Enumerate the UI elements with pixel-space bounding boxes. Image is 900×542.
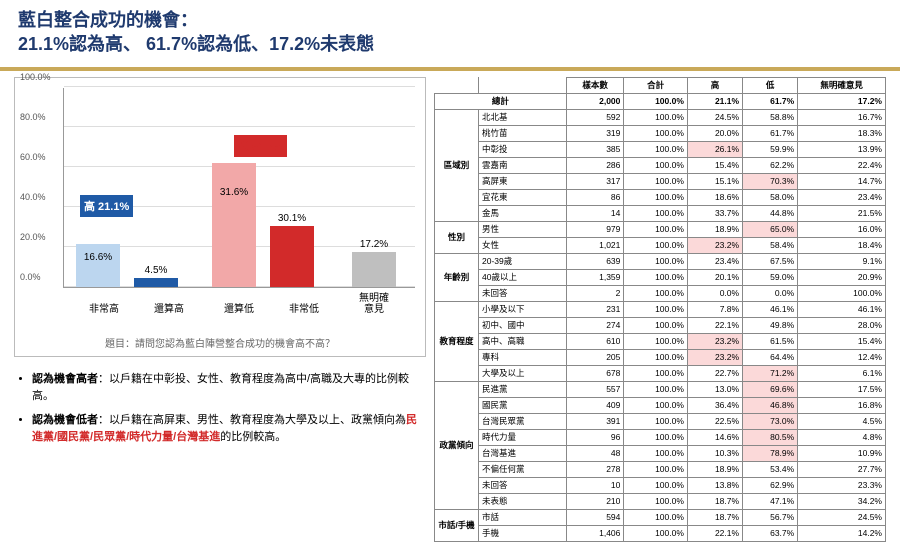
title-line-2: 21.1%認為高、 61.7%認為低、17.2%未表態: [18, 32, 882, 56]
note-low: 認為機會低者：以戶籍在高屏東、男性、教育程度為大學及以上、政黨傾向為民進黨/國民…: [32, 412, 426, 447]
chart-question: 題目：請問您認為藍白陣營整合成功的機會高不高？: [15, 335, 425, 350]
title-block: 藍白整合成功的機會： 21.1%認為高、 61.7%認為低、17.2%未表態: [0, 0, 900, 63]
bar-chart: 0.0%20.0%40.0%60.0%80.0%100.0%4.5%16.6%3…: [14, 77, 426, 357]
crosstab-table: 樣本數合計高低無明確意見總計2,000100.0%21.1%61.7%17.2%…: [434, 77, 886, 542]
notes-list: 認為機會高者：以戶籍在中彰投、女性、教育程度為高中/高職及大專的比例較高。 認為…: [14, 371, 426, 447]
note-high: 認為機會高者：以戶籍在中彰投、女性、教育程度為高中/高職及大專的比例較高。: [32, 371, 426, 406]
title-line-1: 藍白整合成功的機會：: [18, 8, 882, 32]
